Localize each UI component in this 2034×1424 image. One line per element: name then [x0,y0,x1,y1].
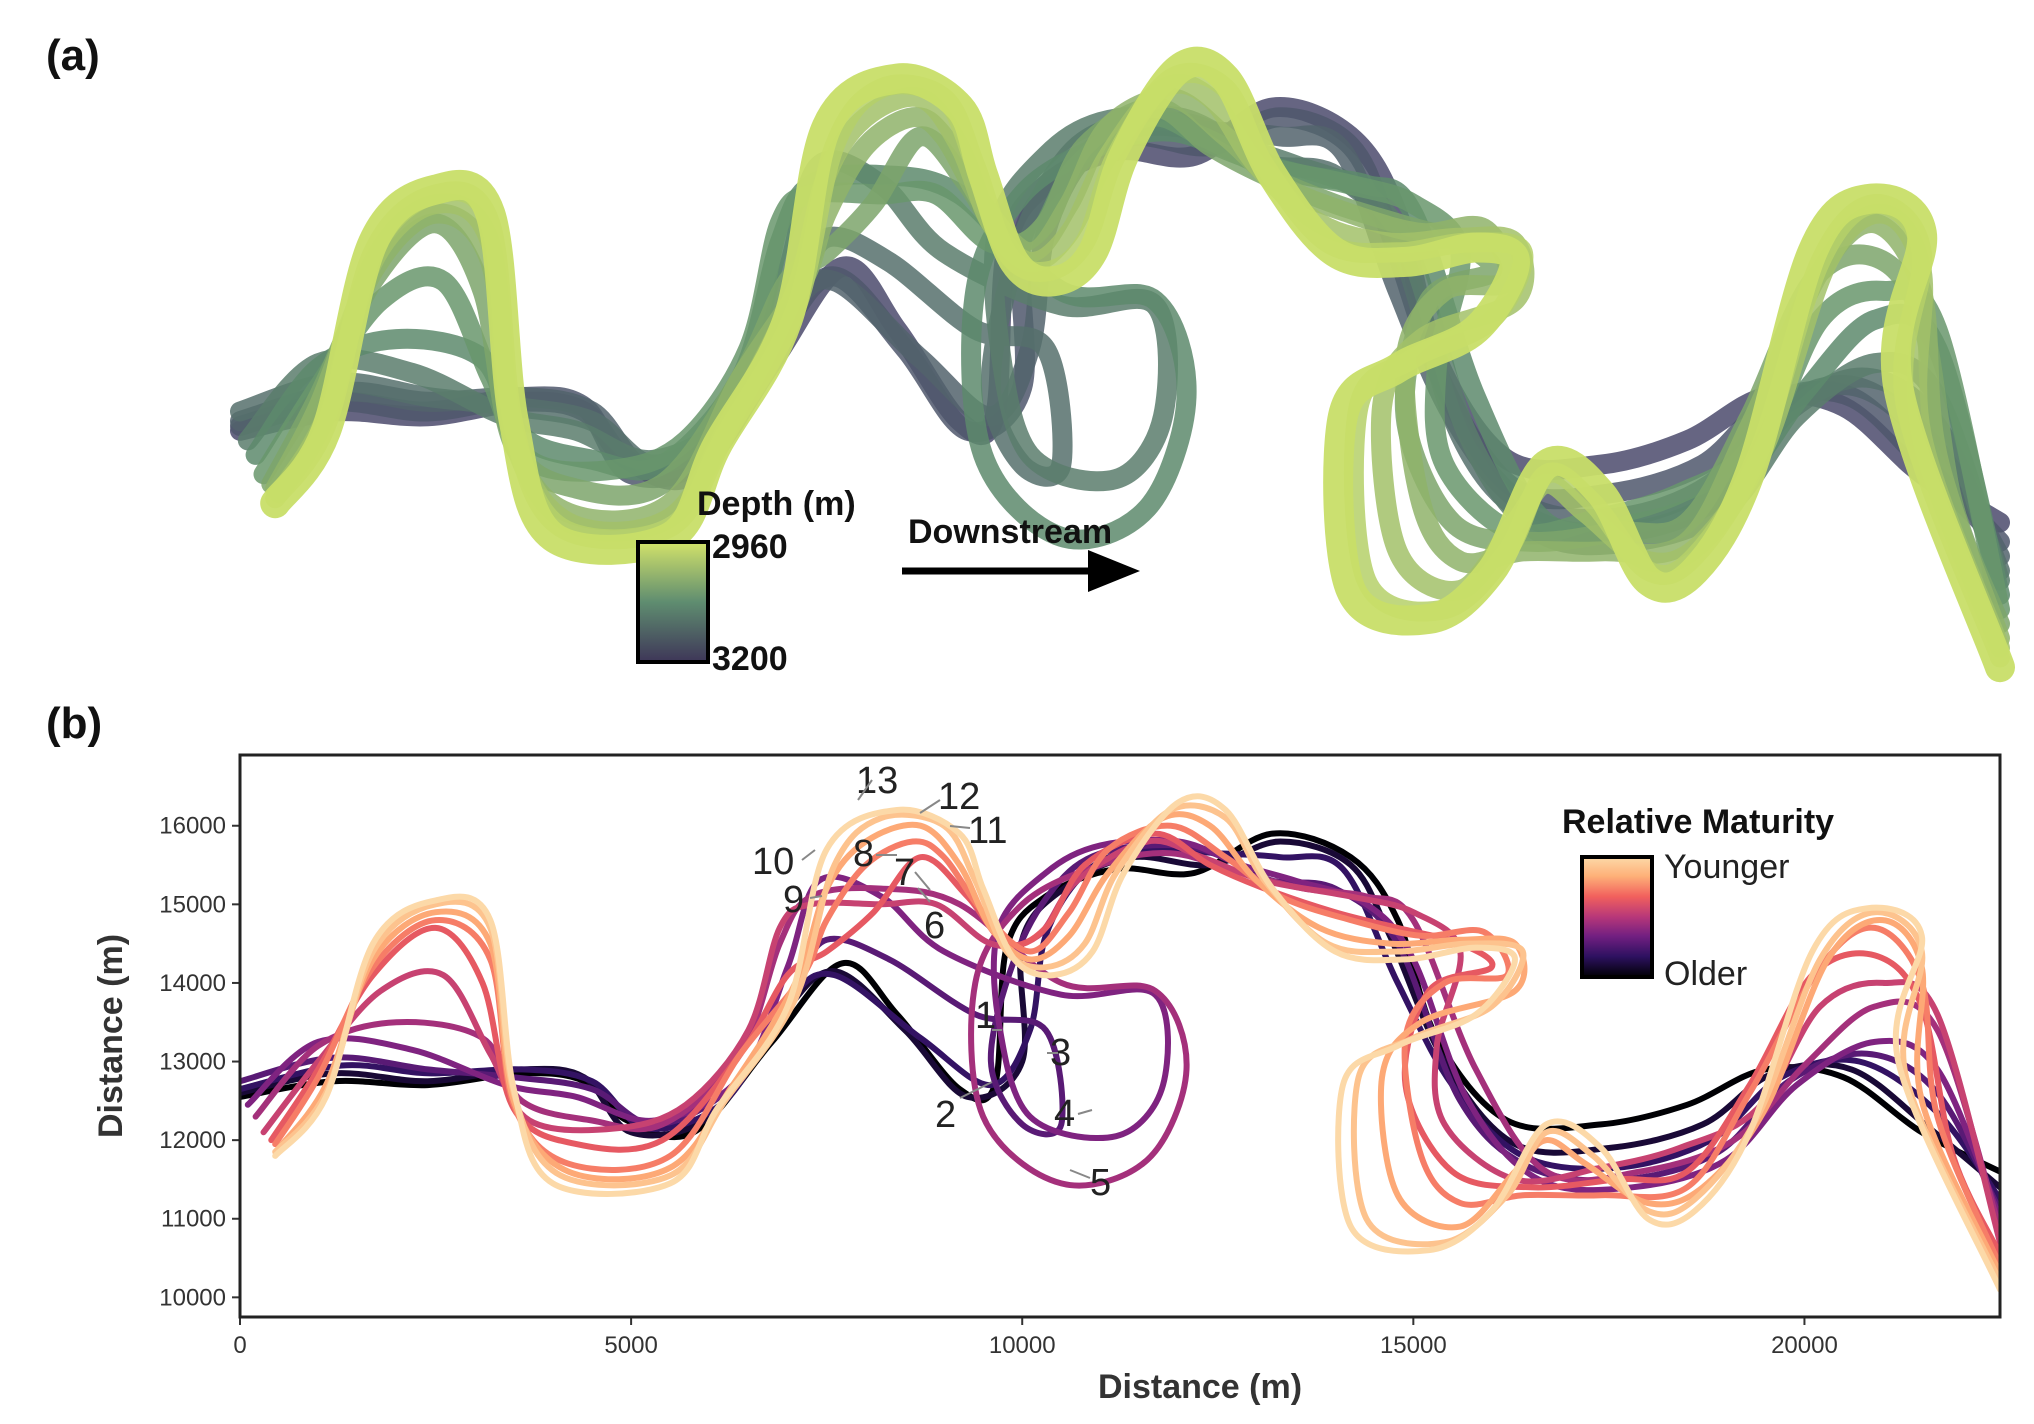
leader-5 [1069,1169,1091,1179]
centerline-5 [252,850,2000,1234]
depth-legend: Depth (m) 2960 3200 [636,485,856,678]
bend-label-10: 10 [752,841,794,883]
bend-label-3: 3 [1050,1032,1071,1074]
centerline-8 [272,822,2000,1269]
leader-11 [949,825,971,829]
plot-area: 0 5000 10000 15000 20000 10000 11000 12000 13000… [159,753,2002,1359]
downstream-indicator: Downstream [902,513,1140,592]
maturity-legend: Relative Maturity Younger Older [1562,803,1834,993]
bend-label-13: 13 [856,760,898,802]
bend-label-11: 11 [968,810,1007,852]
maturity-legend-title: Relative Maturity [1562,803,1834,841]
depth-legend-title: Depth (m) [697,485,856,523]
depth-legend-bottom: 3200 [712,640,788,678]
y-tick-label: 14000 [159,970,226,997]
centerline-11 [272,793,2000,1293]
channel-belt-11 [260,46,2015,683]
bend-label-6: 6 [924,905,945,947]
maturity-legend-top: Younger [1664,848,1789,886]
x-axis-title: Distance (m) [1098,1368,1302,1406]
leader-4 [1077,1109,1093,1115]
axis-ticks: 0 5000 10000 15000 20000 10000 11000 12000 13000… [159,813,1838,1359]
y-tick-label: 11000 [161,1206,226,1233]
depth-legend-top: 2960 [712,528,788,566]
bend-label-5: 5 [1090,1162,1111,1204]
bend-labels: 1 2 3 4 5 6 7 8 9 10 11 12 13 [752,760,1111,1204]
y-tick-label: 10000 [159,1284,226,1311]
panel-a-label: (a) [46,31,100,80]
y-tick-label: 16000 [159,813,226,840]
leader-6 [917,887,931,903]
depth-colorbar [636,540,710,664]
bend-label-4: 4 [1054,1093,1075,1135]
maturity-legend-bottom: Older [1664,955,1747,993]
bend-label-8: 8 [853,833,874,875]
y-axis-title: Distance (m) [92,934,130,1138]
y-tick-label: 15000 [159,891,226,918]
bend-label-7: 7 [894,852,915,894]
centerline-6 [260,837,2000,1246]
x-tick-label: 0 [233,1332,246,1359]
x-tick-label: 20000 [1771,1332,1838,1359]
centerline-7 [268,830,2000,1258]
centerline-series [240,793,2000,1293]
channel-belt-7 [261,97,2010,634]
bend-label-12: 12 [938,776,980,818]
downstream-arrowhead [1088,550,1140,592]
leader-10 [801,849,816,861]
bend-label-9: 9 [783,879,804,921]
downstream-label: Downstream [908,513,1112,551]
y-tick-label: 12000 [159,1127,226,1154]
bend-label-1: 1 [975,995,996,1037]
leader-9 [809,895,823,899]
maturity-colorbar [1580,855,1654,979]
leader-2 [959,1081,993,1099]
channel-belt-8 [265,87,2010,649]
bend-label-2: 2 [935,1094,956,1136]
leader-12 [919,799,941,814]
x-tick-label: 5000 [604,1332,657,1359]
x-tick-label: 10000 [989,1332,1056,1359]
leader-7 [914,871,931,891]
channel-belt-9 [269,73,2010,658]
channel-belt-render [230,46,2015,683]
y-tick-label: 13000 [159,1049,226,1076]
x-tick-label: 15000 [1380,1332,1447,1359]
leader-13 [857,779,873,801]
channel-belt-6 [253,106,2010,620]
panel-b-label: (b) [46,699,102,748]
bend-leader-lines [801,779,1093,1179]
plot-frame [238,753,2002,1319]
